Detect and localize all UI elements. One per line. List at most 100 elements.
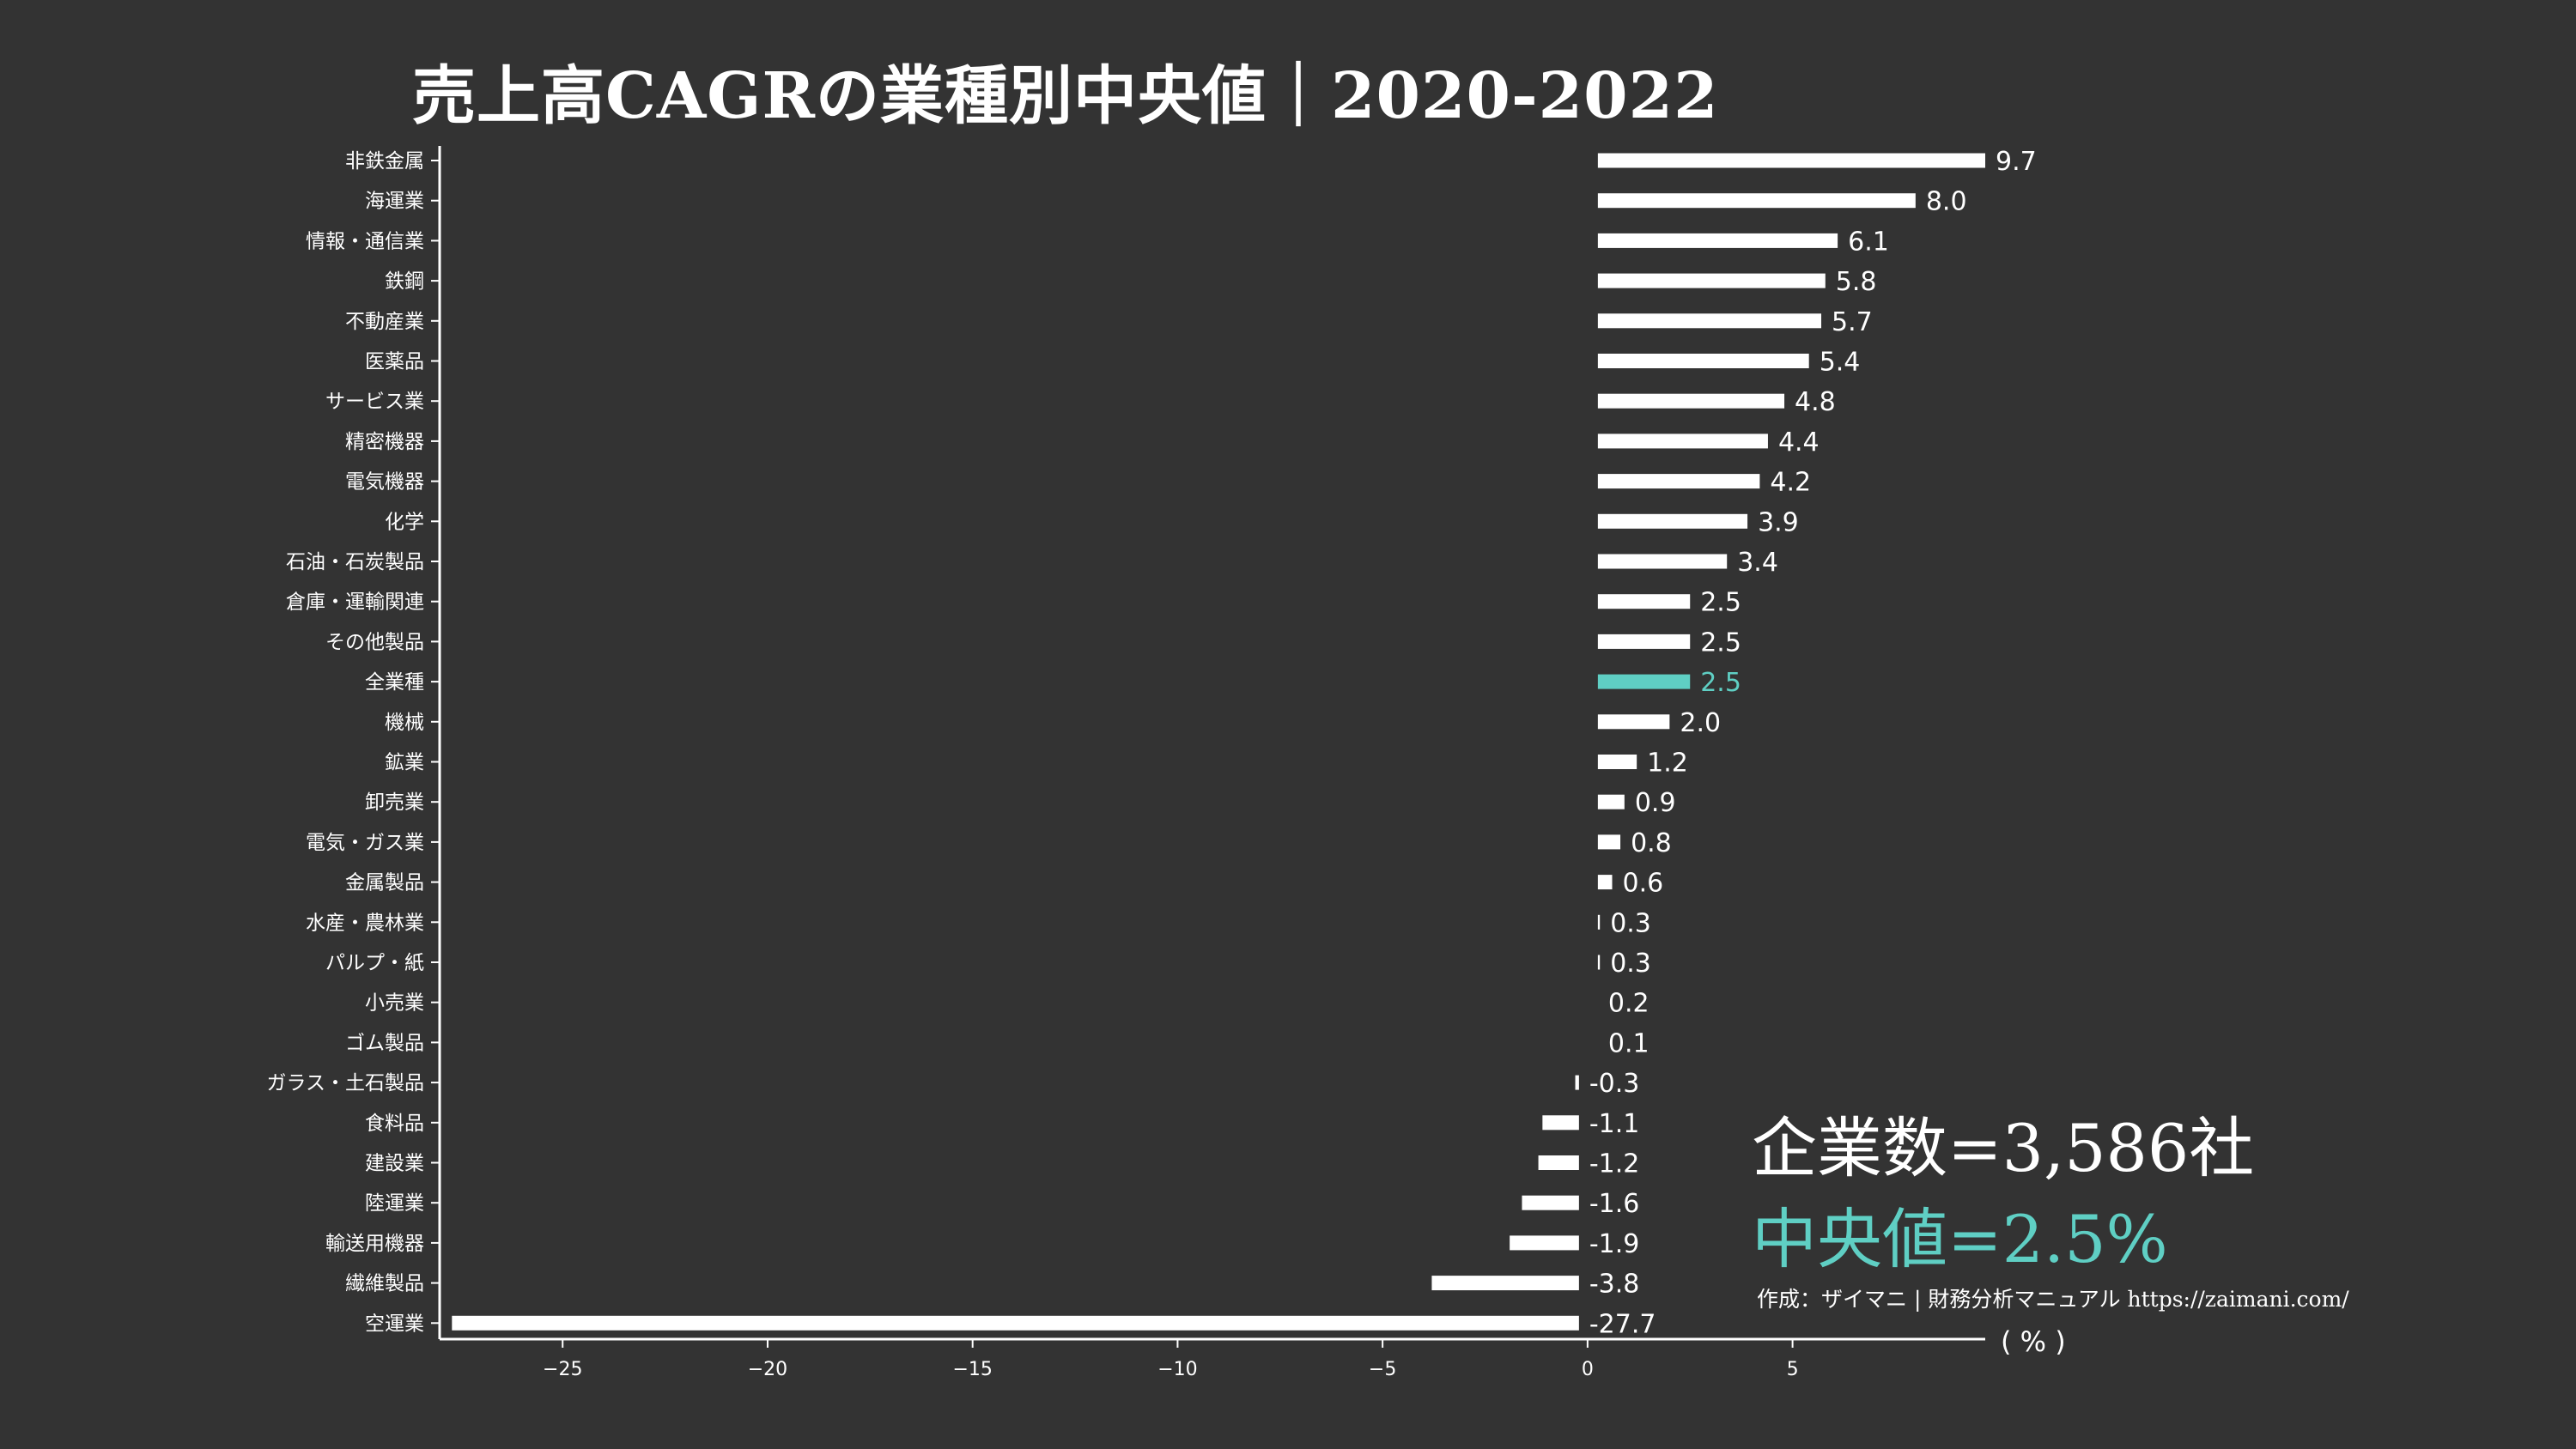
- bar: [1597, 233, 1838, 248]
- value-label: 0.8: [1631, 828, 1672, 858]
- category-label: 倉庫・運輸関連: [286, 591, 424, 614]
- category-label: 輸送用機器: [325, 1233, 424, 1255]
- value-label: 8.0: [1926, 187, 1967, 217]
- category-label: ゴム製品: [345, 1032, 424, 1054]
- bar: [1431, 1276, 1579, 1291]
- bar: [1597, 875, 1613, 890]
- bar: [1597, 354, 1809, 368]
- bar: [1575, 1075, 1579, 1090]
- bar-highlight: [1597, 674, 1691, 689]
- category-label: 繊維製品: [345, 1273, 424, 1295]
- value-label: 0.6: [1623, 869, 1664, 899]
- bar: [1542, 1115, 1579, 1131]
- median-annotation: 中央値=2.5%: [1752, 1201, 2168, 1277]
- value-label: -1.6: [1589, 1189, 1640, 1219]
- category-label: 全業種: [365, 671, 424, 694]
- category-label: 不動産業: [345, 311, 424, 333]
- bar: [1597, 313, 1822, 329]
- value-label: 2.0: [1680, 708, 1721, 738]
- bar: [1597, 554, 1728, 569]
- category-label: 食料品: [365, 1113, 424, 1135]
- category-label: その他製品: [325, 631, 424, 653]
- bar: [1597, 755, 1637, 769]
- value-label: -27.7: [1589, 1309, 1656, 1339]
- value-label: 5.8: [1836, 267, 1877, 297]
- value-label: -1.2: [1589, 1149, 1640, 1179]
- value-label: 0.2: [1608, 989, 1649, 1019]
- x-tick-label: −25: [543, 1359, 582, 1380]
- bar: [1597, 634, 1691, 649]
- bar: [1597, 794, 1625, 809]
- value-label: 0.9: [1635, 788, 1676, 818]
- bar: [1597, 594, 1691, 609]
- category-label: 化学: [385, 511, 424, 533]
- source-credit: 作成：ザイマニ | 財務分析マニュアル https://zaimani.com/: [1757, 1287, 2349, 1312]
- bar: [452, 1315, 1579, 1331]
- value-label: 4.4: [1778, 427, 1820, 458]
- bar: [1597, 513, 1748, 529]
- category-label: 小売業: [365, 992, 424, 1015]
- value-label: 4.2: [1770, 468, 1811, 498]
- value-label: -3.8: [1589, 1270, 1640, 1300]
- bar: [1597, 393, 1785, 409]
- category-label: 海運業: [365, 191, 424, 213]
- bar: [1597, 914, 1601, 930]
- value-label: 6.1: [1848, 227, 1889, 257]
- x-tick-label: −15: [952, 1359, 992, 1380]
- category-label: 医薬品: [365, 351, 424, 373]
- category-label: 非鉄金属: [345, 150, 424, 173]
- category-label: 精密機器: [345, 431, 424, 453]
- category-label: 水産・農林業: [306, 912, 424, 934]
- category-label: 情報・通信業: [306, 230, 424, 252]
- value-label: 4.8: [1795, 387, 1836, 417]
- category-label: 鉄鋼: [385, 270, 424, 293]
- value-label: 9.7: [1996, 147, 2037, 177]
- value-label: 2.5: [1700, 627, 1741, 658]
- value-label: 1.2: [1647, 749, 1688, 779]
- category-label: 電気・ガス業: [306, 832, 424, 854]
- category-label: 建設業: [365, 1153, 424, 1175]
- value-label: -1.1: [1589, 1109, 1640, 1139]
- value-label: 0.1: [1608, 1028, 1649, 1058]
- category-label: 陸運業: [365, 1192, 424, 1215]
- category-label: 金属製品: [345, 872, 424, 894]
- category-label: サービス業: [325, 391, 424, 413]
- value-label: 2.5: [1700, 588, 1741, 618]
- value-label: 0.3: [1610, 908, 1651, 938]
- bar: [1597, 193, 1916, 209]
- bar: [1597, 273, 1826, 288]
- bar: [1597, 834, 1621, 850]
- x-axis-unit-label: ( % ): [2001, 1325, 2066, 1358]
- value-label: 3.4: [1737, 548, 1778, 578]
- bar: [1597, 153, 1985, 168]
- category-label: 空運業: [365, 1313, 424, 1335]
- bar: [1522, 1195, 1579, 1210]
- x-tick-label: 0: [1582, 1359, 1594, 1380]
- category-label: 石油・石炭製品: [286, 551, 424, 573]
- category-label: 鉱業: [385, 752, 424, 774]
- value-label: 5.4: [1820, 348, 1861, 378]
- category-label: 電気機器: [345, 471, 424, 494]
- x-tick-label: 5: [1787, 1359, 1799, 1380]
- bar: [1597, 714, 1670, 730]
- company-count-annotation: 企業数=3,586社: [1752, 1110, 2255, 1186]
- value-label: 3.9: [1758, 507, 1799, 537]
- bar: [1538, 1155, 1579, 1170]
- bar: [1597, 955, 1601, 970]
- bar: [1597, 474, 1760, 489]
- category-label: ガラス・土石製品: [266, 1072, 424, 1094]
- category-label: パルプ・紙: [325, 952, 424, 974]
- bar: [1510, 1235, 1579, 1251]
- value-label: 2.5: [1700, 668, 1741, 698]
- category-label: 卸売業: [365, 791, 424, 814]
- x-tick-label: −20: [748, 1359, 787, 1380]
- bar: [1597, 433, 1768, 449]
- category-label: 機械: [385, 712, 424, 734]
- value-label: -0.3: [1589, 1069, 1640, 1099]
- value-label: 5.7: [1832, 307, 1873, 337]
- x-tick-label: −5: [1369, 1359, 1396, 1380]
- value-label: -1.9: [1589, 1229, 1640, 1259]
- value-label: 0.3: [1610, 949, 1651, 979]
- chart-title: 売上高CAGRの業種別中央値｜2020-2022: [412, 59, 1719, 133]
